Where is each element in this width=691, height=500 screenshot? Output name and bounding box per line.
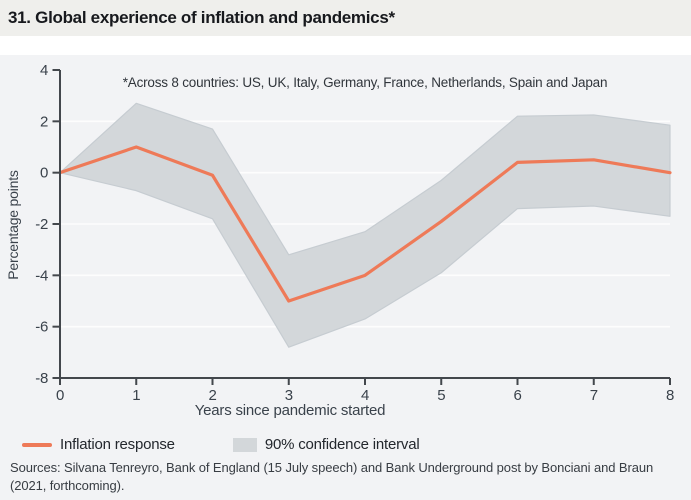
x-tick-label: 2 — [208, 387, 216, 404]
y-tick-label: -4 — [35, 267, 48, 284]
y-tick-label: -2 — [35, 216, 48, 233]
legend-item-inflation-response: Inflation response — [22, 436, 175, 453]
inflation-chart: 4 2 0 -2 -4 -6 -8 0 1 2 3 4 5 6 7 8 — [35, 62, 674, 404]
y-tick-label: -6 — [35, 319, 48, 336]
x-tick-label: 3 — [285, 387, 293, 404]
y-tick-label: 4 — [40, 62, 48, 79]
x-tick-label: 5 — [437, 387, 445, 404]
chart-legend: Inflation response 90% confidence interv… — [22, 436, 420, 453]
x-tick-label: 1 — [132, 387, 140, 404]
y-tick-label: -8 — [35, 370, 48, 387]
band-swatch-icon — [232, 437, 257, 452]
y-axis-title: Percentage points — [5, 170, 21, 280]
sources-note: Sources: Silvana Tenreyro, Bank of Engla… — [10, 460, 654, 493]
chart-card: 4 2 0 -2 -4 -6 -8 0 1 2 3 4 5 6 7 8 *Across 8 countries… — [0, 55, 691, 500]
y-tick-label: 2 — [40, 113, 48, 130]
y-tick-label: 0 — [40, 165, 48, 182]
x-tick-label: 4 — [361, 387, 369, 404]
chart-annotation: *Across 8 countries: US, UK, Italy, Germ… — [122, 75, 608, 90]
legend-item-confidence-interval: 90% confidence interval — [232, 436, 420, 453]
line-swatch-icon — [22, 442, 52, 447]
x-axis-title: Years since pandemic started — [194, 402, 386, 419]
inflation-line — [58, 145, 672, 303]
x-tick-label: 8 — [666, 387, 674, 404]
x-tick-label: 6 — [513, 387, 521, 404]
x-tick-label: 7 — [590, 387, 598, 404]
legend-label-confidence-interval: 90% confidence interval — [264, 436, 420, 453]
x-tick-label: 0 — [56, 387, 64, 404]
legend-label-inflation-response: Inflation response — [60, 436, 175, 453]
confidence-band — [59, 102, 671, 348]
chart-title: 31. Global experience of inflation and p… — [0, 0, 691, 36]
